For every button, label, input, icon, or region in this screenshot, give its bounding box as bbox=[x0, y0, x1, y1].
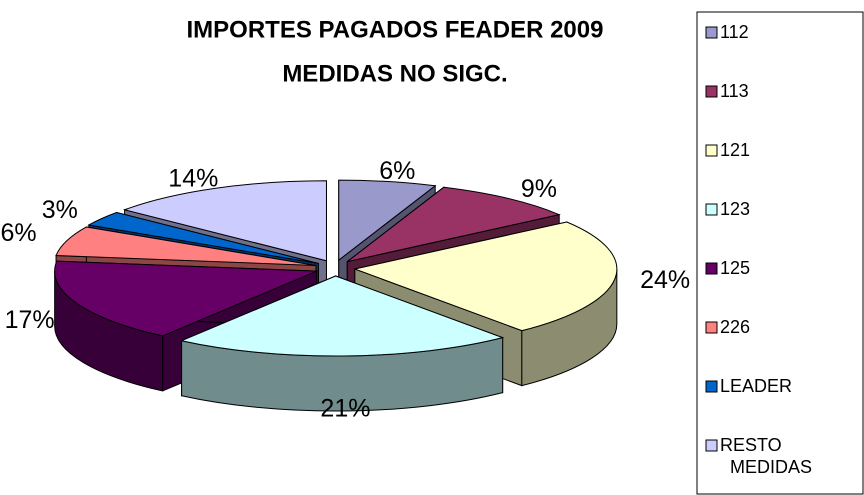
slice-top bbox=[338, 179, 437, 262]
legend-swatch bbox=[705, 203, 718, 216]
legend-swatch bbox=[705, 439, 718, 452]
chart-title: MEDIDAS NO SIGC. bbox=[282, 60, 507, 87]
legend-label: 226 bbox=[720, 317, 750, 337]
slice-top bbox=[55, 226, 317, 267]
slice-top bbox=[122, 180, 327, 262]
legend-label: 113 bbox=[720, 81, 749, 101]
data-label: 6% bbox=[379, 157, 415, 185]
data-label: 21% bbox=[320, 395, 370, 423]
legend-swatch bbox=[705, 26, 718, 39]
legend-label: 121 bbox=[720, 140, 750, 160]
slice-top bbox=[179, 275, 505, 357]
legend-box bbox=[696, 11, 864, 495]
legend-label: 123 bbox=[720, 199, 750, 219]
legend-swatch bbox=[705, 85, 718, 98]
data-label: 9% bbox=[521, 175, 557, 203]
legend-swatch bbox=[705, 262, 718, 275]
slice-top bbox=[87, 211, 319, 264]
data-label: 3% bbox=[42, 196, 78, 224]
data-label: 14% bbox=[168, 164, 218, 192]
legend-label: LEADER bbox=[720, 376, 792, 396]
slice bbox=[179, 275, 505, 412]
legend-swatch bbox=[705, 380, 718, 393]
legend-swatch bbox=[705, 321, 718, 334]
data-label: 6% bbox=[0, 219, 36, 247]
data-label: 17% bbox=[5, 306, 55, 334]
slice-top bbox=[353, 221, 618, 332]
legend-label: RESTO MEDIDAS bbox=[720, 435, 812, 477]
chart-title: IMPORTES PAGADOS FEADER 2009 bbox=[187, 16, 604, 43]
slice-top bbox=[346, 186, 561, 263]
data-label: 24% bbox=[640, 266, 690, 294]
legend-swatch bbox=[705, 144, 718, 157]
legend-label: 125 bbox=[720, 258, 750, 278]
slice-top bbox=[54, 260, 317, 337]
legend-label: 112 bbox=[720, 22, 749, 42]
